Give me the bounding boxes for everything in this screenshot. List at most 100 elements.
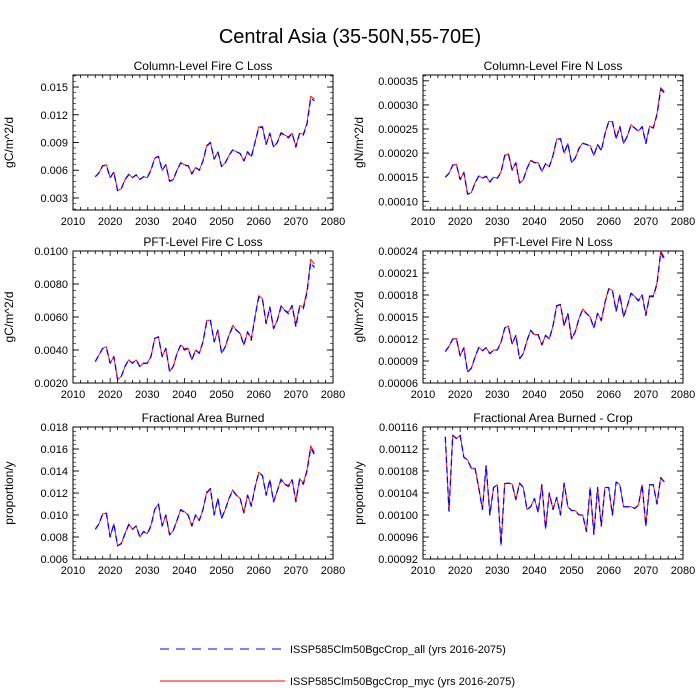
series-line-all [444, 88, 665, 195]
y-tick-label: 0.012 [40, 110, 68, 122]
x-tick-label: 2050 [209, 216, 233, 228]
x-tick-label: 2080 [671, 216, 695, 228]
y-tick-label: 0.00024 [378, 246, 418, 258]
series-line-myc [444, 434, 665, 546]
x-tick-label: 2010 [61, 565, 85, 577]
x-tick-label: 2060 [596, 216, 620, 228]
y-axis-label: gC/m^2/d [2, 117, 16, 168]
series-line-all [94, 447, 315, 547]
x-tick-label: 2020 [98, 565, 122, 577]
x-tick-label: 2080 [671, 565, 695, 577]
panel-title: Column-Level Fire C Loss [134, 59, 273, 73]
y-tick-label: 0.00020 [378, 148, 418, 160]
panel-title: Column-Level Fire N Loss [484, 59, 623, 73]
panel-2: Column-Level Fire N Loss gN/m^2/d 2010 2020… [352, 59, 695, 228]
panel-title: PFT-Level Fire N Loss [493, 235, 612, 249]
y-tick-label: 0.00096 [378, 532, 418, 544]
x-tick-label: 2010 [411, 389, 435, 401]
y-tick-label: 0.00112 [379, 444, 418, 456]
y-axis-label: gC/m^2/d [2, 292, 16, 343]
panel-4: PFT-Level Fire N Loss gN/m^2/d 2010 2020 203… [352, 235, 695, 401]
x-tick-label: 2020 [98, 389, 122, 401]
y-tick-label: 0.00116 [379, 422, 418, 434]
x-tick-label: 2070 [634, 565, 658, 577]
y-tick-label: 0.00018 [378, 290, 418, 302]
y-tick-label: 0.00108 [378, 466, 418, 478]
x-tick-label: 2030 [485, 565, 509, 577]
x-tick-label: 2050 [209, 389, 233, 401]
series-line-all [444, 251, 666, 373]
x-tick-label: 2060 [596, 389, 620, 401]
x-tick-label: 2070 [284, 565, 308, 577]
y-tick-label: 0.00021 [378, 268, 418, 280]
y-tick-label: 0.015 [40, 82, 68, 94]
y-axis-label: gN/m^2/d [352, 117, 366, 168]
panel-5: Fractional Area Burned proportion/y 2010 20… [2, 411, 345, 577]
x-tick-label: 2010 [411, 216, 435, 228]
panel-title: Fractional Area Burned [142, 411, 265, 425]
panel-title: Fractional Area Burned - Crop [473, 411, 633, 425]
series-line-all [94, 97, 315, 192]
legend-label-myc: ISSP585Clm50BgcCrop_myc (yrs 2016-2075) [290, 676, 515, 688]
x-tick-label: 2060 [246, 389, 270, 401]
x-tick-label: 2060 [246, 216, 270, 228]
y-tick-label: 0.009 [40, 138, 68, 150]
panel-3: PFT-Level Fire C Loss gC/m^2/d 2010 2020 203… [2, 235, 345, 401]
x-tick-label: 2040 [172, 565, 196, 577]
panel-title: PFT-Level Fire C Loss [143, 235, 262, 249]
x-tick-label: 2030 [485, 216, 509, 228]
x-tick-label: 2040 [522, 565, 546, 577]
x-tick-label: 2070 [284, 216, 308, 228]
x-tick-label: 2030 [135, 389, 159, 401]
x-tick-label: 2030 [135, 216, 159, 228]
y-tick-label: 0.014 [40, 466, 68, 478]
x-tick-label: 2030 [485, 389, 509, 401]
plot-frame [422, 74, 684, 211]
y-axis-label: proportion/y [352, 461, 366, 524]
y-tick-label: 0.00025 [378, 124, 418, 136]
y-axis-label: gN/m^2/d [352, 292, 366, 343]
y-tick-label: 0.0040 [34, 345, 68, 357]
y-axis-label: proportion/y [2, 461, 16, 524]
y-tick-label: 0.00015 [378, 312, 418, 324]
x-tick-label: 2020 [448, 389, 472, 401]
y-tick-label: 0.0080 [34, 279, 68, 291]
x-tick-label: 2050 [209, 565, 233, 577]
y-tick-label: 0.00009 [378, 356, 418, 368]
x-tick-label: 2080 [671, 389, 695, 401]
y-tick-label: 0.00035 [378, 76, 418, 88]
y-tick-label: 0.010 [40, 510, 68, 522]
x-tick-label: 2010 [61, 216, 85, 228]
plot-frame [72, 74, 334, 211]
x-tick-label: 2070 [284, 389, 308, 401]
y-tick-label: 0.006 [40, 165, 68, 177]
plot-frame [422, 250, 684, 384]
figure-title: Central Asia (35-50N,55-70E) [218, 26, 482, 48]
x-tick-label: 2010 [411, 565, 435, 577]
x-tick-label: 2040 [522, 216, 546, 228]
x-tick-label: 2040 [172, 389, 196, 401]
panel-1: Column-Level Fire C Loss gC/m^2/d 2010 2020… [2, 59, 345, 228]
x-tick-label: 2020 [448, 216, 472, 228]
panel-6: Fractional Area Burned - Crop proportion/… [352, 411, 695, 577]
panels-layer: Column-Level Fire C Loss gC/m^2/d 2010 2020… [2, 59, 695, 577]
y-tick-label: 0.0060 [34, 312, 68, 324]
x-tick-label: 2080 [321, 389, 345, 401]
series-line-myc [94, 445, 315, 547]
y-tick-label: 0.00010 [378, 196, 418, 208]
y-tick-label: 0.00104 [378, 488, 418, 500]
y-tick-label: 0.00030 [378, 100, 418, 112]
y-tick-label: 0.00092 [378, 554, 418, 566]
x-tick-label: 2070 [634, 389, 658, 401]
x-tick-label: 2050 [559, 389, 583, 401]
y-tick-label: 0.012 [40, 488, 68, 500]
y-tick-label: 0.0020 [34, 378, 68, 390]
y-tick-label: 0.00100 [378, 510, 418, 522]
x-tick-label: 2050 [559, 565, 583, 577]
y-tick-label: 0.00006 [378, 378, 418, 390]
x-tick-label: 2030 [135, 565, 159, 577]
x-tick-label: 2080 [321, 216, 345, 228]
y-tick-label: 0.00012 [378, 334, 418, 346]
x-tick-label: 2070 [634, 216, 658, 228]
